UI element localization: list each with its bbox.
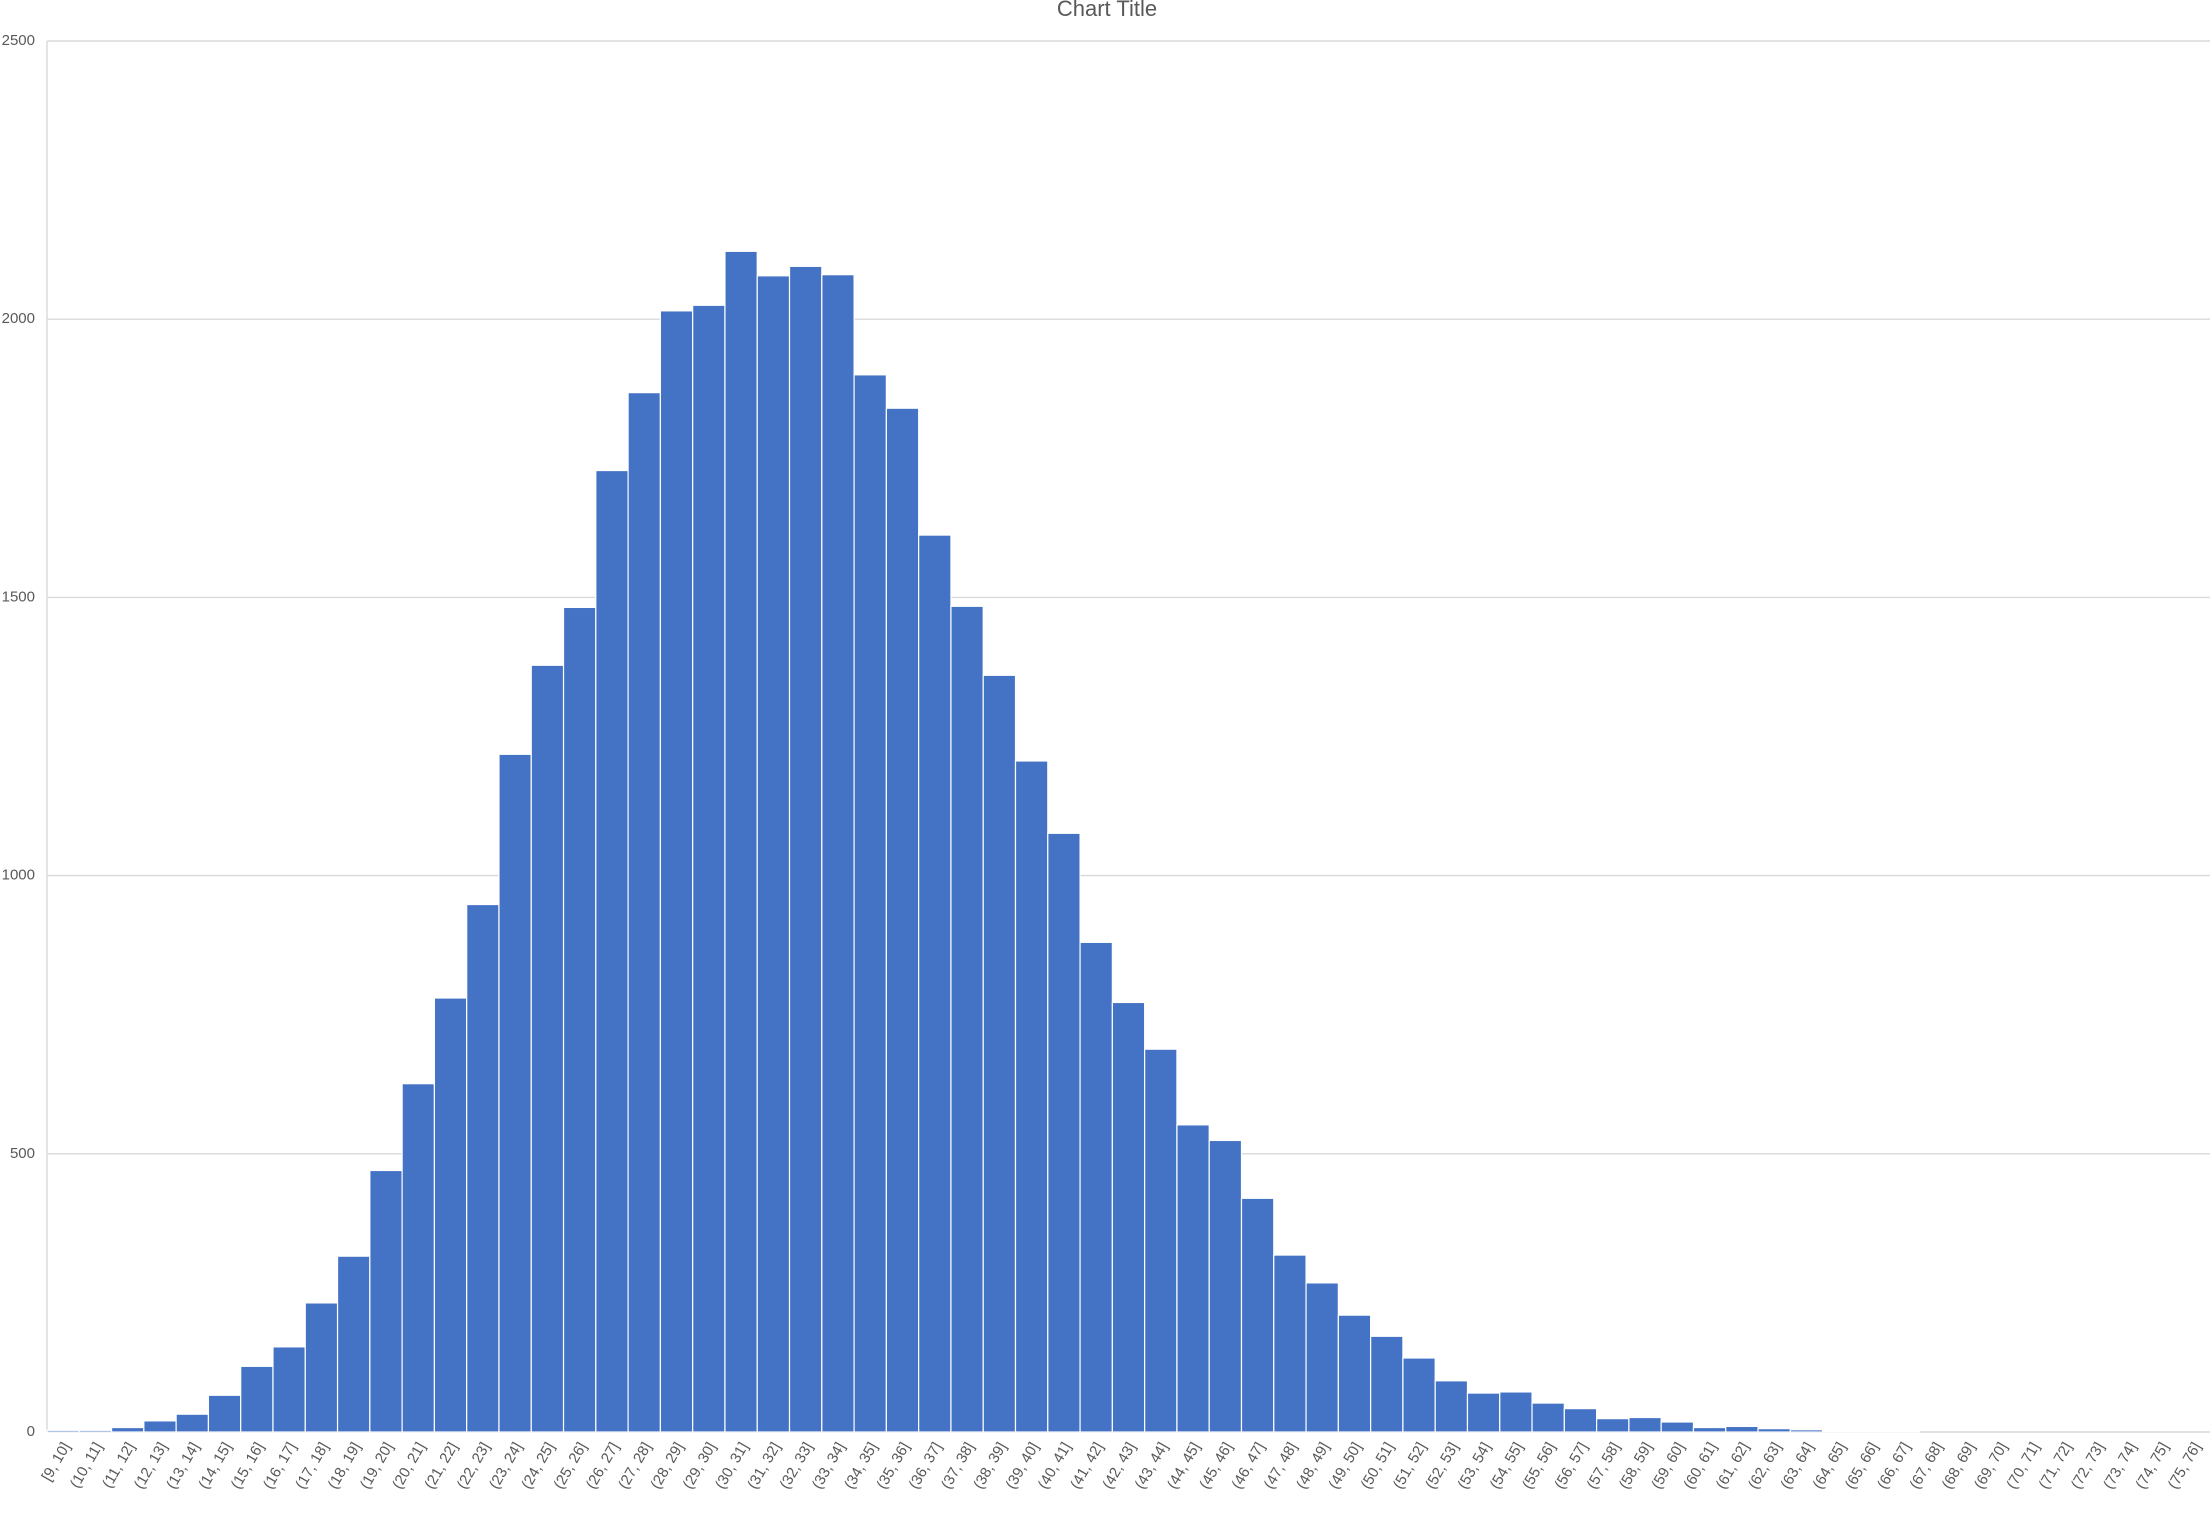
bar (401, 1083, 436, 1433)
bar (1596, 1418, 1630, 1433)
bar (1886, 1430, 1921, 1433)
bar (950, 605, 984, 1433)
bar (207, 1394, 242, 1433)
bar (1628, 1416, 1662, 1433)
y-tick-label: 2000 (2, 310, 35, 327)
bar (1079, 941, 1113, 1433)
bar (272, 1346, 306, 1433)
y-tick-label: 500 (10, 1145, 35, 1162)
bar (1337, 1314, 1372, 1433)
bar (1176, 1124, 1210, 1433)
bar (1208, 1139, 1243, 1433)
bar (821, 274, 855, 1433)
bar (110, 1426, 145, 1433)
bar (433, 997, 468, 1433)
bar (143, 1420, 177, 1433)
bar (1240, 1197, 1275, 1433)
bar (1660, 1421, 1695, 1433)
bar (724, 250, 758, 1433)
bar (78, 1429, 113, 1433)
bar (1725, 1425, 1759, 1433)
bar (1144, 1048, 1178, 1433)
bar (918, 534, 952, 1433)
bar (1434, 1380, 1469, 1433)
bar (1047, 832, 1081, 1433)
bar (369, 1169, 403, 1433)
bar (1014, 760, 1049, 1433)
y-tick-label: 1500 (2, 588, 35, 605)
bar (1402, 1357, 1436, 1433)
bar (1466, 1392, 1501, 1433)
bar (756, 275, 791, 1433)
bar (562, 606, 597, 1433)
bar (1273, 1254, 1307, 1433)
y-tick-label: 2500 (2, 32, 35, 49)
bar (304, 1302, 339, 1433)
bar (46, 1429, 80, 1433)
bar (1305, 1282, 1339, 1433)
bar (788, 265, 823, 1433)
bar (1757, 1428, 1791, 1433)
bar (885, 407, 920, 1433)
y-tick-label: 1000 (2, 867, 35, 884)
bar (530, 664, 565, 1433)
bar (982, 674, 1017, 1433)
bar (466, 903, 500, 1433)
bar (175, 1413, 210, 1433)
bar (1499, 1391, 1533, 1433)
bar (1111, 1001, 1146, 1433)
bar (627, 392, 661, 1433)
chart-title: Chart Title (1057, 0, 1157, 21)
bar (692, 304, 726, 1433)
bar (498, 753, 532, 1433)
bar (240, 1365, 274, 1433)
bar (1692, 1426, 1727, 1433)
bar (1531, 1402, 1565, 1433)
bar (1789, 1429, 1824, 1433)
bar (1821, 1430, 1856, 1433)
bar (336, 1255, 371, 1433)
bar (659, 310, 694, 1433)
bar (1563, 1408, 1598, 1433)
bar (1854, 1430, 1888, 1433)
bar (853, 374, 887, 1433)
bar (595, 469, 629, 1433)
y-tick-label: 0 (27, 1423, 35, 1440)
bar (1370, 1335, 1404, 1433)
